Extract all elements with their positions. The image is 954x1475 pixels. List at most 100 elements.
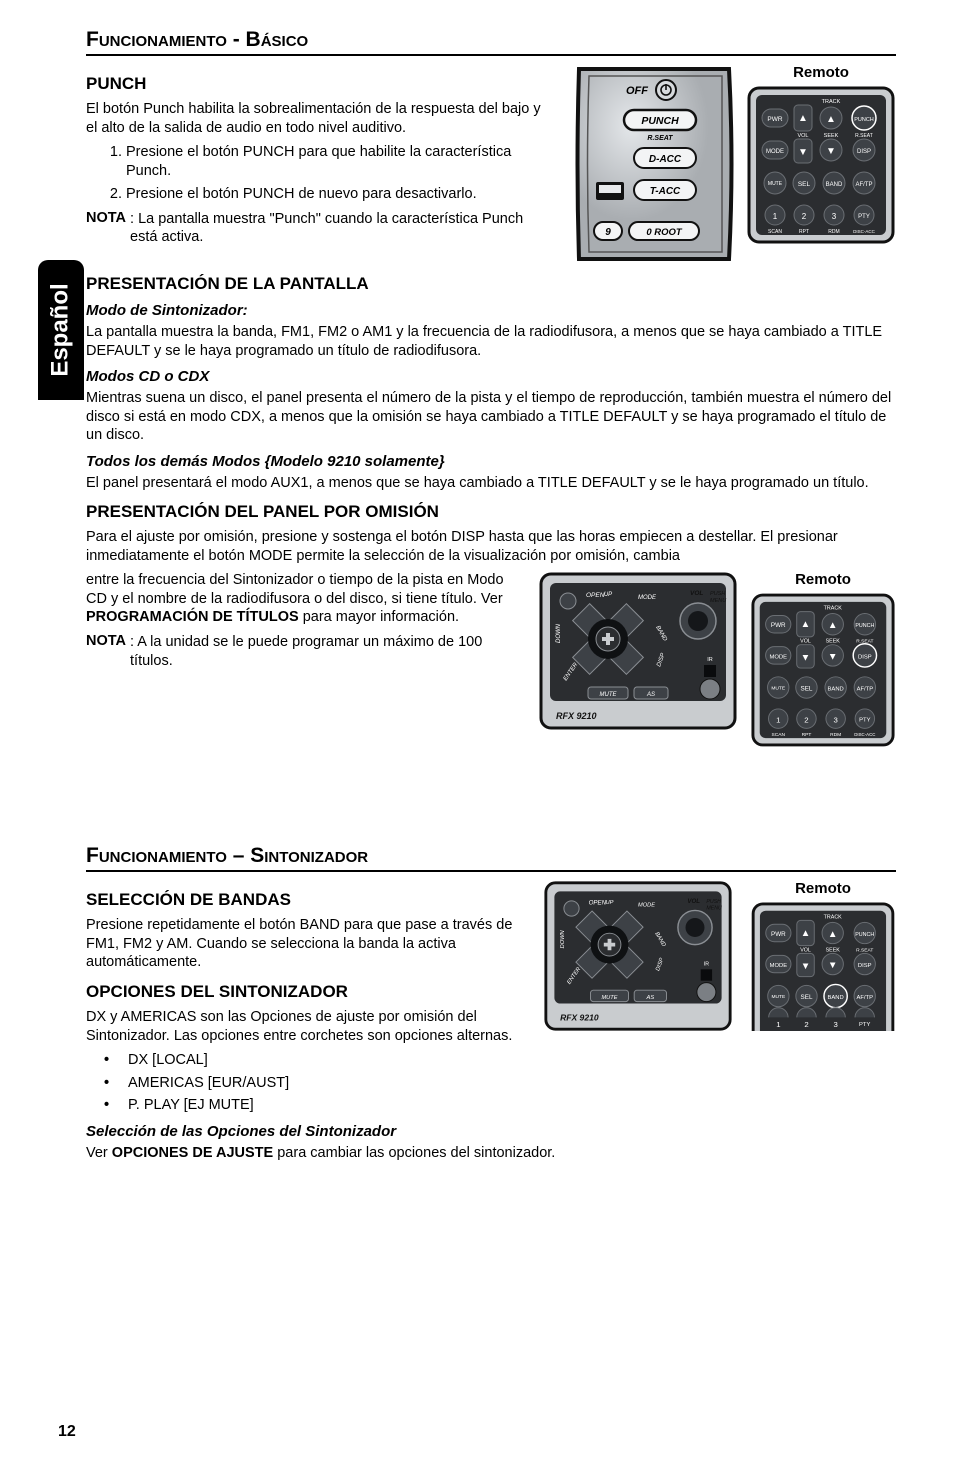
svg-text:SEL: SEL: [800, 686, 812, 693]
opciones-title: OPCIONES DEL SINTONIZADOR: [86, 982, 518, 1002]
svg-text:MENU: MENU: [710, 598, 726, 604]
svg-text:R.SEAT: R.SEAT: [855, 133, 873, 139]
svg-text:MODE: MODE: [769, 655, 787, 661]
svg-text:UP: UP: [604, 592, 612, 598]
sel-opciones-heading: Selección de las Opciones del Sintonizad…: [86, 1123, 896, 1140]
punch-step-1: Presione el botón PUNCH para que habilit…: [126, 143, 550, 180]
svg-text:PUNCH: PUNCH: [641, 115, 679, 127]
svg-text:BAND: BAND: [828, 687, 844, 693]
svg-text:MUTE: MUTE: [771, 686, 786, 692]
svg-text:AF/TP: AF/TP: [857, 687, 874, 693]
pres-panel-p1: Para el ajuste por omisión, presione y s…: [86, 528, 896, 565]
svg-text:VOL: VOL: [800, 948, 811, 954]
punch-intro: El botón Punch habilita la sobrealimenta…: [86, 100, 550, 137]
svg-text:AF/TP: AF/TP: [856, 995, 873, 1001]
modos-cd-heading: Modos CD o CDX: [86, 368, 896, 385]
svg-text:3: 3: [833, 716, 837, 725]
svg-text:PWR: PWR: [767, 116, 782, 123]
sel-opciones-para: Ver OPCIONES DE AJUSTE para cambiar las …: [86, 1144, 896, 1163]
svg-text:TRACK: TRACK: [824, 606, 843, 612]
svg-text:R.SEAT: R.SEAT: [647, 135, 673, 142]
svg-text:2: 2: [804, 716, 808, 725]
svg-text:SEL: SEL: [801, 994, 813, 1001]
svg-text:PUSH: PUSH: [710, 591, 725, 597]
remote-figure-1: PWR ▲ VOL ▲ SEEK TRACK PUNCH R.SEAT MODE…: [746, 85, 896, 245]
punch-title: PUNCH: [86, 74, 550, 94]
svg-text:9: 9: [605, 227, 611, 238]
svg-text:MODE: MODE: [638, 595, 657, 601]
svg-text:SCAN: SCAN: [771, 733, 785, 739]
svg-text:AF/TP: AF/TP: [855, 182, 872, 188]
svg-text:0 ROOT: 0 ROOT: [646, 227, 683, 238]
svg-text:MUTE: MUTE: [600, 692, 618, 698]
svg-text:SEEK: SEEK: [826, 948, 841, 954]
svg-text:IR: IR: [704, 962, 709, 968]
svg-text:▲: ▲: [828, 621, 838, 632]
svg-text:BAND: BAND: [828, 995, 844, 1001]
svg-text:2: 2: [802, 212, 807, 221]
svg-text:VOL: VOL: [687, 898, 700, 905]
svg-text:▼: ▼: [801, 653, 811, 664]
svg-text:1: 1: [773, 212, 778, 221]
svg-text:3: 3: [833, 1020, 837, 1029]
remoto-label-2: Remoto: [750, 571, 896, 588]
svg-text:PUNCH: PUNCH: [854, 117, 874, 123]
svg-text:DISC-ACC: DISC-ACC: [853, 229, 876, 234]
todos-heading: Todos los demás Modos {Modelo 9210 solam…: [86, 453, 896, 470]
svg-text:MENU: MENU: [706, 906, 722, 912]
svg-text:DISP: DISP: [858, 655, 872, 661]
pres-panel-title: PRESENTACIÓN DEL PANEL POR OMISIÓN: [86, 502, 896, 522]
svg-text:UP: UP: [606, 900, 614, 906]
svg-text:PWR: PWR: [771, 623, 786, 630]
svg-text:PTY: PTY: [858, 214, 870, 220]
svg-text:RPT: RPT: [799, 229, 809, 235]
svg-text:▼: ▼: [828, 652, 838, 663]
svg-text:VOL: VOL: [690, 590, 703, 597]
pres-panel-p2: entre la frecuencia del Sintonizador o t…: [86, 571, 518, 627]
page-number: 12: [58, 1423, 76, 1441]
svg-text:▼: ▼: [826, 146, 836, 157]
svg-text:DISC-ACC: DISC-ACC: [854, 733, 875, 738]
svg-text:MODE: MODE: [766, 149, 784, 155]
language-tab-label: Español: [47, 283, 75, 376]
svg-text:2: 2: [804, 1020, 808, 1029]
svg-text:AS: AS: [646, 995, 655, 1001]
svg-text:VOL: VOL: [797, 133, 808, 139]
nota-body: : La pantalla muestra "Punch" cuando la …: [126, 210, 550, 247]
svg-text:PUSH: PUSH: [706, 899, 721, 905]
svg-text:MUTE: MUTE: [768, 181, 783, 187]
modo-sint-para: La pantalla muestra la banda, FM1, FM2 o…: [86, 323, 896, 360]
svg-text:PUNCH: PUNCH: [855, 624, 874, 630]
tuner-option-3: P. PLAY [EJ MUTE]: [104, 1096, 896, 1115]
remoto-label-3: Remoto: [750, 880, 896, 897]
svg-text:OPEN: OPEN: [589, 900, 607, 907]
svg-text:TRACK: TRACK: [824, 915, 843, 921]
nota-label-2: NOTA: [86, 633, 126, 670]
svg-text:SEL: SEL: [798, 181, 811, 188]
svg-text:▲: ▲: [801, 928, 811, 939]
svg-text:▼: ▼: [798, 147, 808, 158]
svg-text:BAND: BAND: [826, 182, 843, 188]
svg-text:MODE: MODE: [638, 903, 655, 909]
svg-text:▼: ▼: [801, 961, 811, 972]
svg-text:R.SEAT: R.SEAT: [856, 948, 873, 954]
sel-bandas-para: Presione repetidamente el botón BAND par…: [86, 916, 518, 972]
svg-text:PTY: PTY: [859, 1023, 870, 1029]
svg-text:PTY: PTY: [859, 718, 870, 724]
svg-text:▼: ▼: [828, 960, 838, 971]
section-2-header: Funcionamiento – Sintonizador: [86, 844, 896, 872]
punch-step-2: Presione el botón PUNCH de nuevo para de…: [126, 185, 550, 204]
svg-text:RDM: RDM: [828, 229, 839, 235]
svg-text:DISP: DISP: [858, 963, 872, 969]
svg-text:OFF: OFF: [626, 85, 648, 97]
svg-text:DOWN: DOWN: [560, 930, 566, 949]
nota-body-2: : A la unidad se le puede programar un m…: [126, 633, 518, 670]
svg-text:1: 1: [776, 1020, 780, 1029]
opciones-para: DX y AMERICAS son las Opciones de ajuste…: [86, 1008, 518, 1045]
sel-bandas-title: SELECCIÓN DE BANDAS: [86, 890, 518, 910]
svg-text:SEEK: SEEK: [824, 133, 839, 139]
svg-text:▲: ▲: [801, 620, 811, 631]
modo-sint-heading: Modo de Sintonizador:: [86, 302, 896, 319]
tuner-option-1: DX [LOCAL]: [104, 1051, 896, 1070]
headunit-figure-1: OPEN UP MODE DOWN ENTER BAND DISP VOL: [538, 571, 738, 731]
